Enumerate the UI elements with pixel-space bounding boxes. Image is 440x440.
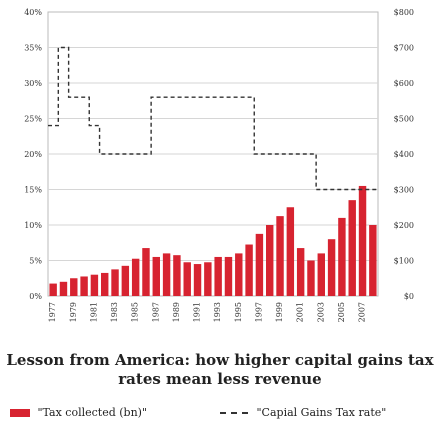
bar	[152, 256, 160, 296]
bar	[173, 255, 181, 296]
x-tick-label: 1985	[131, 302, 140, 322]
left-tick-label: 15%	[24, 186, 42, 195]
x-tick-label: 1981	[89, 302, 98, 322]
bar	[224, 256, 233, 296]
bar	[59, 281, 68, 296]
bar	[193, 264, 202, 296]
bar	[142, 248, 150, 296]
bar	[131, 258, 140, 296]
right-tick-label: $0	[404, 292, 414, 301]
bars	[49, 185, 377, 296]
right-tick-label: $200	[394, 221, 414, 230]
left-tick-label: 30%	[24, 79, 42, 88]
left-tick-label: 35%	[24, 44, 42, 53]
bar	[338, 217, 346, 296]
legend-swatch-bar	[10, 409, 30, 417]
x-tick-label: 1997	[254, 302, 263, 322]
bar	[369, 225, 377, 296]
x-tick-label: 1977	[48, 302, 57, 322]
rate-line	[48, 46, 378, 191]
bar	[276, 216, 284, 296]
bar	[307, 260, 315, 296]
bar	[90, 274, 99, 296]
right-tick-label: $800	[394, 8, 414, 17]
legend-label-tax-collected: "Tax collected (bn)"	[37, 406, 148, 419]
bar	[255, 233, 264, 296]
x-tick-label: 2001	[296, 302, 305, 322]
right-axis-ticks: $0 $100 $200 $300 $400 $500 $600 $700 $800	[394, 8, 414, 301]
x-tick-label: 1999	[275, 302, 284, 322]
x-tick-label: 1987	[151, 302, 160, 322]
bar	[162, 253, 171, 296]
right-tick-label: $500	[394, 115, 414, 124]
bar	[235, 253, 243, 296]
rate-line-path	[48, 46, 378, 191]
bar	[204, 262, 212, 296]
left-axis-ticks: 0% 5% 10% 15% 20% 25% 30% 35% 40%	[24, 8, 42, 301]
bar	[121, 265, 130, 296]
left-tick-label: 25%	[24, 115, 42, 124]
legend-swatch-dash	[220, 412, 248, 414]
x-tick-label: 1979	[69, 302, 78, 322]
chart-title: Lesson from America: how higher capital …	[6, 351, 434, 388]
bar	[214, 256, 222, 296]
bar	[101, 272, 109, 296]
bar	[348, 200, 356, 296]
left-tick-label: 5%	[29, 257, 42, 266]
left-tick-label: 20%	[24, 150, 42, 159]
left-tick-label: 40%	[24, 8, 42, 17]
left-tick-label: 10%	[24, 221, 42, 230]
right-tick-label: $600	[394, 79, 414, 88]
x-tick-label: 1983	[110, 302, 119, 322]
x-tick-label: 2007	[358, 302, 367, 322]
legend-item-tax-rate: "Capial Gains Tax rate"	[220, 406, 386, 419]
bar	[183, 262, 191, 296]
x-tick-label: 1991	[193, 302, 202, 322]
bar	[296, 248, 305, 296]
left-tick-label: 0%	[29, 292, 42, 301]
x-tick-label: 2005	[337, 302, 346, 322]
x-tick-label: 2003	[316, 302, 325, 322]
x-axis-ticks: 1977 1979 1981 1983 1985 1987 1989 1991 1993 1995…	[48, 302, 366, 322]
bar	[327, 239, 336, 296]
x-tick-label: 1989	[172, 302, 181, 322]
right-tick-label: $700	[394, 44, 414, 53]
legend-label-tax-rate: "Capial Gains Tax rate"	[256, 406, 387, 419]
right-tick-label: $400	[394, 150, 414, 159]
bar	[49, 283, 57, 296]
right-tick-label: $100	[394, 257, 414, 266]
x-tick-label: 1995	[234, 302, 243, 322]
bar	[80, 276, 88, 296]
bar	[70, 278, 78, 296]
bar	[358, 185, 367, 296]
bar	[317, 253, 325, 296]
legend-item-tax-collected: "Tax collected (bn)"	[10, 406, 147, 419]
bar	[245, 244, 253, 296]
bar	[111, 269, 119, 296]
right-tick-label: $300	[394, 186, 414, 195]
x-tick-label: 1993	[213, 302, 222, 322]
bar	[286, 207, 295, 296]
bar	[266, 225, 274, 296]
